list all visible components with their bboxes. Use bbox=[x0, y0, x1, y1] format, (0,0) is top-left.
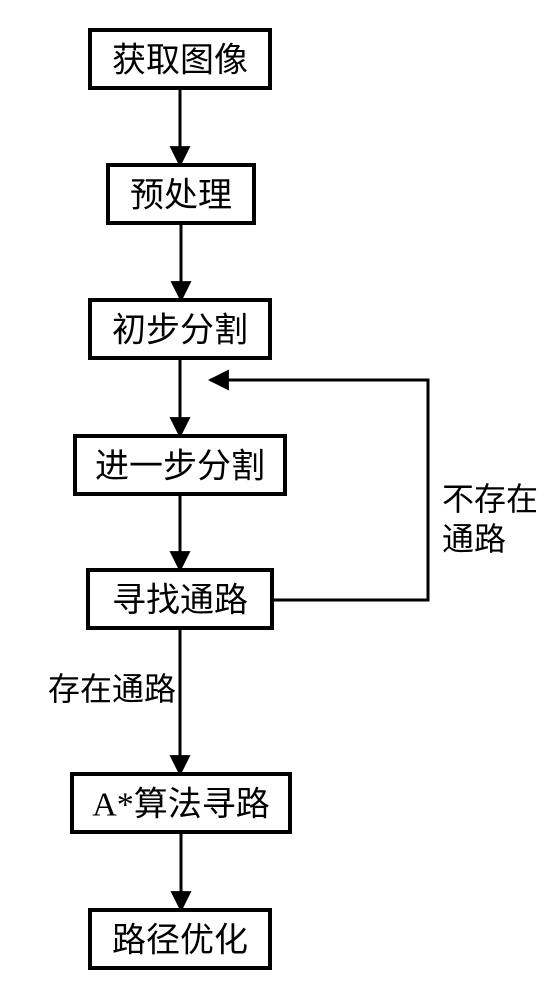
node-label-n2: 预处理 bbox=[130, 178, 232, 215]
node-label-n6: A*算法寻路 bbox=[92, 786, 270, 824]
node-label-n3: 初步分割 bbox=[112, 312, 248, 350]
feedback-edge-label: 不存在通路 bbox=[442, 481, 538, 557]
node-label-n4: 进一步分割 bbox=[95, 448, 265, 486]
node-label-n1: 获取图像 bbox=[112, 42, 248, 80]
node-n5: 寻找通路 bbox=[88, 570, 272, 628]
node-label-n5: 寻找通路 bbox=[112, 582, 248, 620]
node-n3: 初步分割 bbox=[90, 300, 270, 358]
node-n7: 路径优化 bbox=[90, 910, 270, 968]
flowchart: 存在通路 不存在通路 获取图像预处理初步分割进一步分割寻找通路 A*算法寻路路径优化 bbox=[0, 0, 542, 1000]
node-n2: 预处理 bbox=[108, 165, 254, 223]
node-label-n7: 路径优化 bbox=[112, 922, 248, 960]
node-n1: 获取图像 bbox=[90, 30, 270, 88]
node-n6: A*算法寻路 bbox=[72, 774, 290, 832]
node-n4: 进一步分割 bbox=[75, 436, 285, 494]
edge-label-4: 存在通路 bbox=[48, 671, 176, 707]
